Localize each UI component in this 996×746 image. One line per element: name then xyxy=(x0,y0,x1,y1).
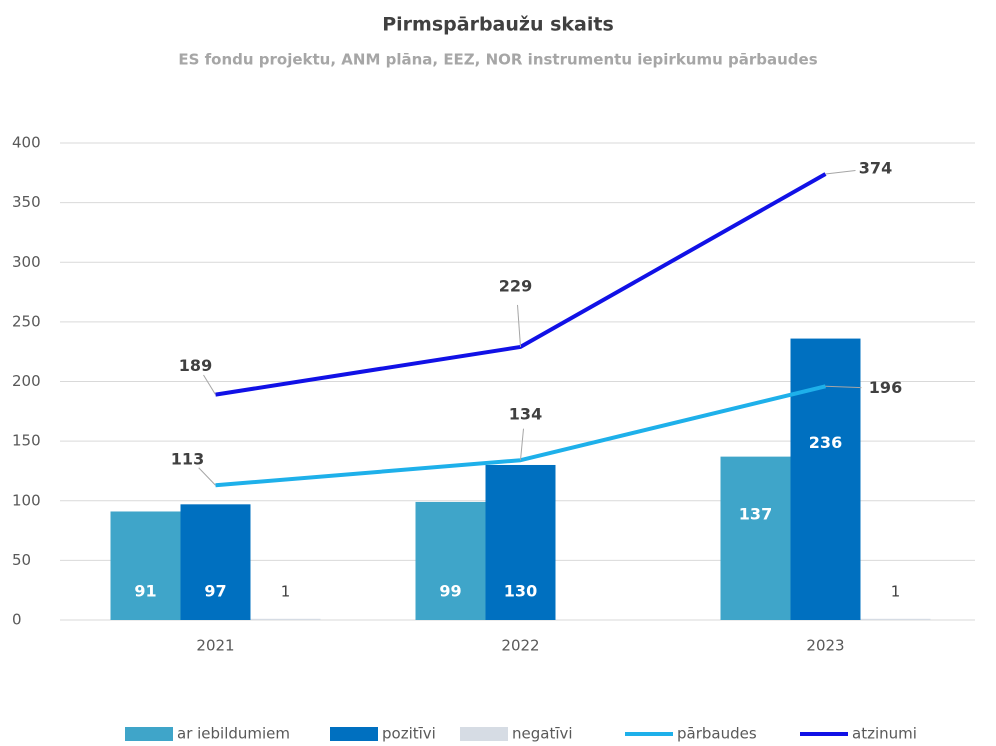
leader-line xyxy=(520,428,524,461)
data-label: 99 xyxy=(439,582,461,601)
data-label: 1 xyxy=(281,583,291,601)
data-label: 113 xyxy=(171,450,204,469)
x-tick-label: 2022 xyxy=(501,637,539,655)
data-label: 1 xyxy=(891,583,901,601)
legend-label: pozitīvi xyxy=(382,725,436,743)
legend-swatch xyxy=(460,727,508,741)
y-tick-label: 200 xyxy=(12,372,41,390)
bar xyxy=(860,618,931,620)
bar xyxy=(415,501,486,620)
leader-line xyxy=(198,467,216,486)
data-label: 137 xyxy=(739,505,772,524)
x-tick-label: 2023 xyxy=(806,637,844,655)
bar xyxy=(790,338,861,620)
bar xyxy=(485,464,556,620)
legend-label: ar iebildumiem xyxy=(177,725,290,743)
y-tick-label: 150 xyxy=(12,432,41,450)
legend-label: atzinumi xyxy=(852,725,917,743)
data-label: 189 xyxy=(179,356,212,375)
leader-line xyxy=(203,374,216,395)
legend-label: pārbaudes xyxy=(677,725,757,743)
data-label: 229 xyxy=(499,276,532,295)
y-tick-label: 50 xyxy=(12,551,31,569)
data-label: 97 xyxy=(204,582,226,601)
data-label: 374 xyxy=(859,159,892,178)
bar xyxy=(110,511,181,620)
y-tick-label: 300 xyxy=(12,253,41,271)
leader-line xyxy=(517,304,521,347)
data-label: 134 xyxy=(509,405,542,424)
chart-title: Pirmspārbaužu skaits xyxy=(382,14,614,36)
data-label: 236 xyxy=(809,433,842,452)
data-label: 196 xyxy=(869,378,902,397)
y-tick-label: 350 xyxy=(12,193,41,211)
legend-label: negatīvi xyxy=(512,725,573,743)
y-tick-label: 0 xyxy=(12,611,22,629)
legend-swatch xyxy=(125,727,173,741)
data-label: 130 xyxy=(504,582,537,601)
chart-subtitle: ES fondu projektu, ANM plāna, EEZ, NOR i… xyxy=(178,51,817,69)
leader-line xyxy=(825,170,856,175)
data-label: 91 xyxy=(134,582,156,601)
bar xyxy=(720,456,791,620)
legend-swatch xyxy=(330,727,378,741)
leader-line xyxy=(825,385,862,389)
bar xyxy=(250,618,321,620)
y-tick-label: 100 xyxy=(12,491,41,509)
y-tick-label: 250 xyxy=(12,312,41,330)
x-tick-label: 2021 xyxy=(196,637,234,655)
bar xyxy=(180,504,251,620)
y-tick-label: 400 xyxy=(12,134,41,152)
